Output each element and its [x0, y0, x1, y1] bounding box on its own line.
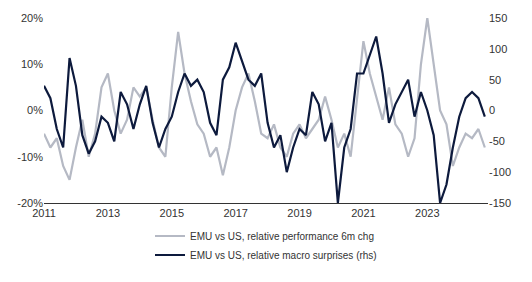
- svg-text:-100: -100: [489, 166, 511, 178]
- svg-text:2017: 2017: [223, 207, 247, 219]
- svg-text:2023: 2023: [415, 207, 439, 219]
- svg-text:-10%: -10%: [17, 151, 43, 163]
- svg-text:-20%: -20%: [17, 197, 43, 209]
- svg-text:150: 150: [489, 12, 507, 24]
- svg-text:2011: 2011: [32, 207, 56, 219]
- svg-text:2021: 2021: [351, 207, 375, 219]
- svg-text:20%: 20%: [21, 12, 43, 24]
- svg-text:0: 0: [489, 104, 495, 116]
- svg-text:EMU vs US, relative macro surp: EMU vs US, relative macro surprises (rhs…: [190, 250, 377, 261]
- svg-text:EMU vs US, relative performanc: EMU vs US, relative performance 6m chg: [190, 231, 374, 242]
- svg-text:2019: 2019: [287, 207, 311, 219]
- svg-text:0%: 0%: [27, 104, 43, 116]
- svg-text:2015: 2015: [160, 207, 184, 219]
- svg-text:10%: 10%: [21, 58, 43, 70]
- svg-text:2013: 2013: [96, 207, 120, 219]
- svg-text:-50: -50: [489, 135, 505, 147]
- svg-text:100: 100: [489, 43, 507, 55]
- svg-text:50: 50: [489, 74, 501, 86]
- svg-text:-150: -150: [489, 197, 511, 209]
